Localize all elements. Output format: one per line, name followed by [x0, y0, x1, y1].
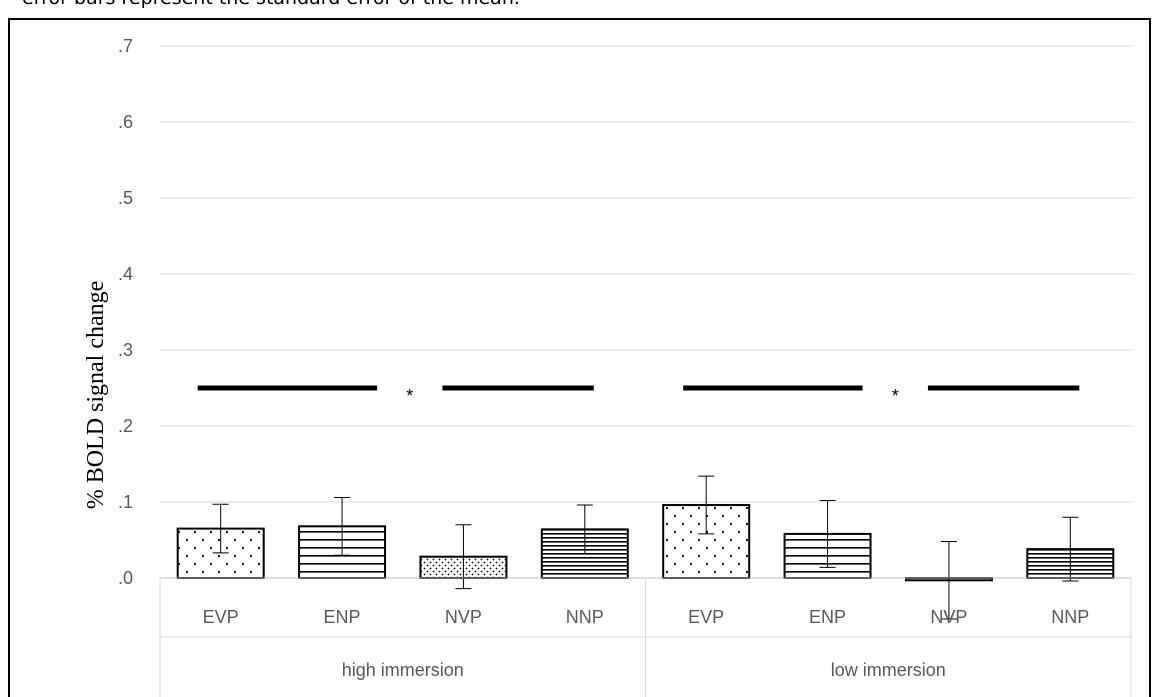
- y-tick-label: .2: [118, 416, 133, 436]
- y-tick-label: .7: [118, 36, 133, 56]
- x-category-label: EVP: [688, 607, 724, 627]
- y-tick-label: .3: [118, 340, 133, 360]
- x-category-label: NVP: [930, 607, 967, 627]
- x-group-label: high immersion: [342, 660, 464, 680]
- figure-caption: error bars represent the standard error …: [22, 0, 520, 9]
- x-category-label: NNP: [1051, 607, 1089, 627]
- x-category-label: ENP: [809, 607, 846, 627]
- significance-star: *: [892, 386, 899, 406]
- x-category-label: EVP: [203, 607, 239, 627]
- x-category-label: NVP: [445, 607, 482, 627]
- y-tick-label: .6: [118, 112, 133, 132]
- y-tick-label: .5: [118, 188, 133, 208]
- chart-frame: [8, 18, 1151, 697]
- x-category-label: ENP: [324, 607, 361, 627]
- significance-star: *: [406, 386, 413, 406]
- x-category-label: NNP: [566, 607, 604, 627]
- y-axis-label: % BOLD signal change: [83, 281, 109, 510]
- y-tick-label: .0: [118, 568, 133, 588]
- y-tick-label: .4: [118, 264, 133, 284]
- x-group-label: low immersion: [831, 660, 946, 680]
- y-tick-label: .1: [118, 492, 133, 512]
